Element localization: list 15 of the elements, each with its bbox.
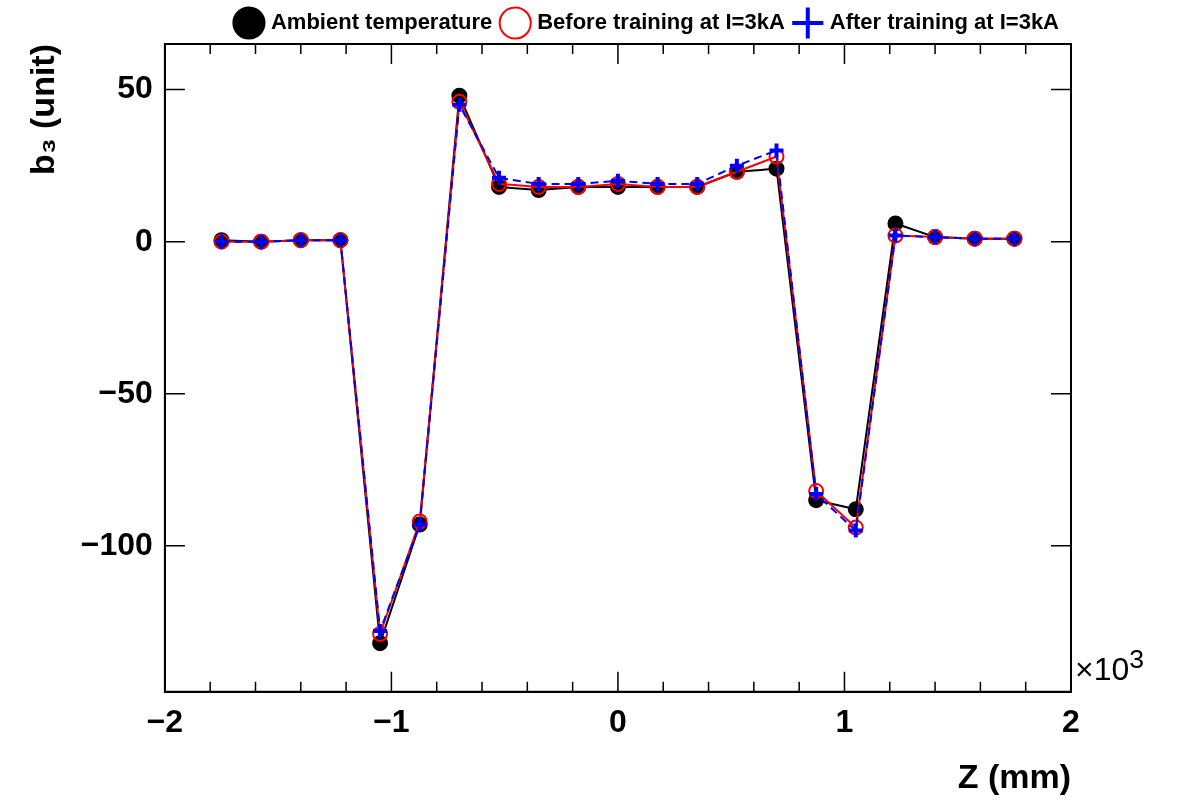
y-tick-label: −100 — [80, 525, 153, 562]
legend-label: Before training at I=3kA — [537, 9, 785, 35]
x-tick-label: 2 — [1062, 702, 1080, 739]
text: ×10$^{3}$ — [1075, 643, 1145, 688]
x-tick-label: 0 — [609, 702, 627, 739]
x-tick-label: 1 — [835, 702, 854, 739]
y-tick-label: 50 — [117, 69, 153, 106]
x-tick-label: −1 — [373, 702, 410, 739]
y-axis-title: b₃ (unit) — [22, 44, 61, 175]
y-tick-label: 0 — [135, 221, 153, 258]
y-tick-label: −50 — [98, 373, 153, 410]
x-axis-title: Z (mm) — [957, 756, 1071, 795]
legend-label: After training at I=3kA — [829, 9, 1060, 35]
x-tick-label: −2 — [146, 702, 184, 739]
legend-label: Ambient temperature — [270, 9, 493, 35]
